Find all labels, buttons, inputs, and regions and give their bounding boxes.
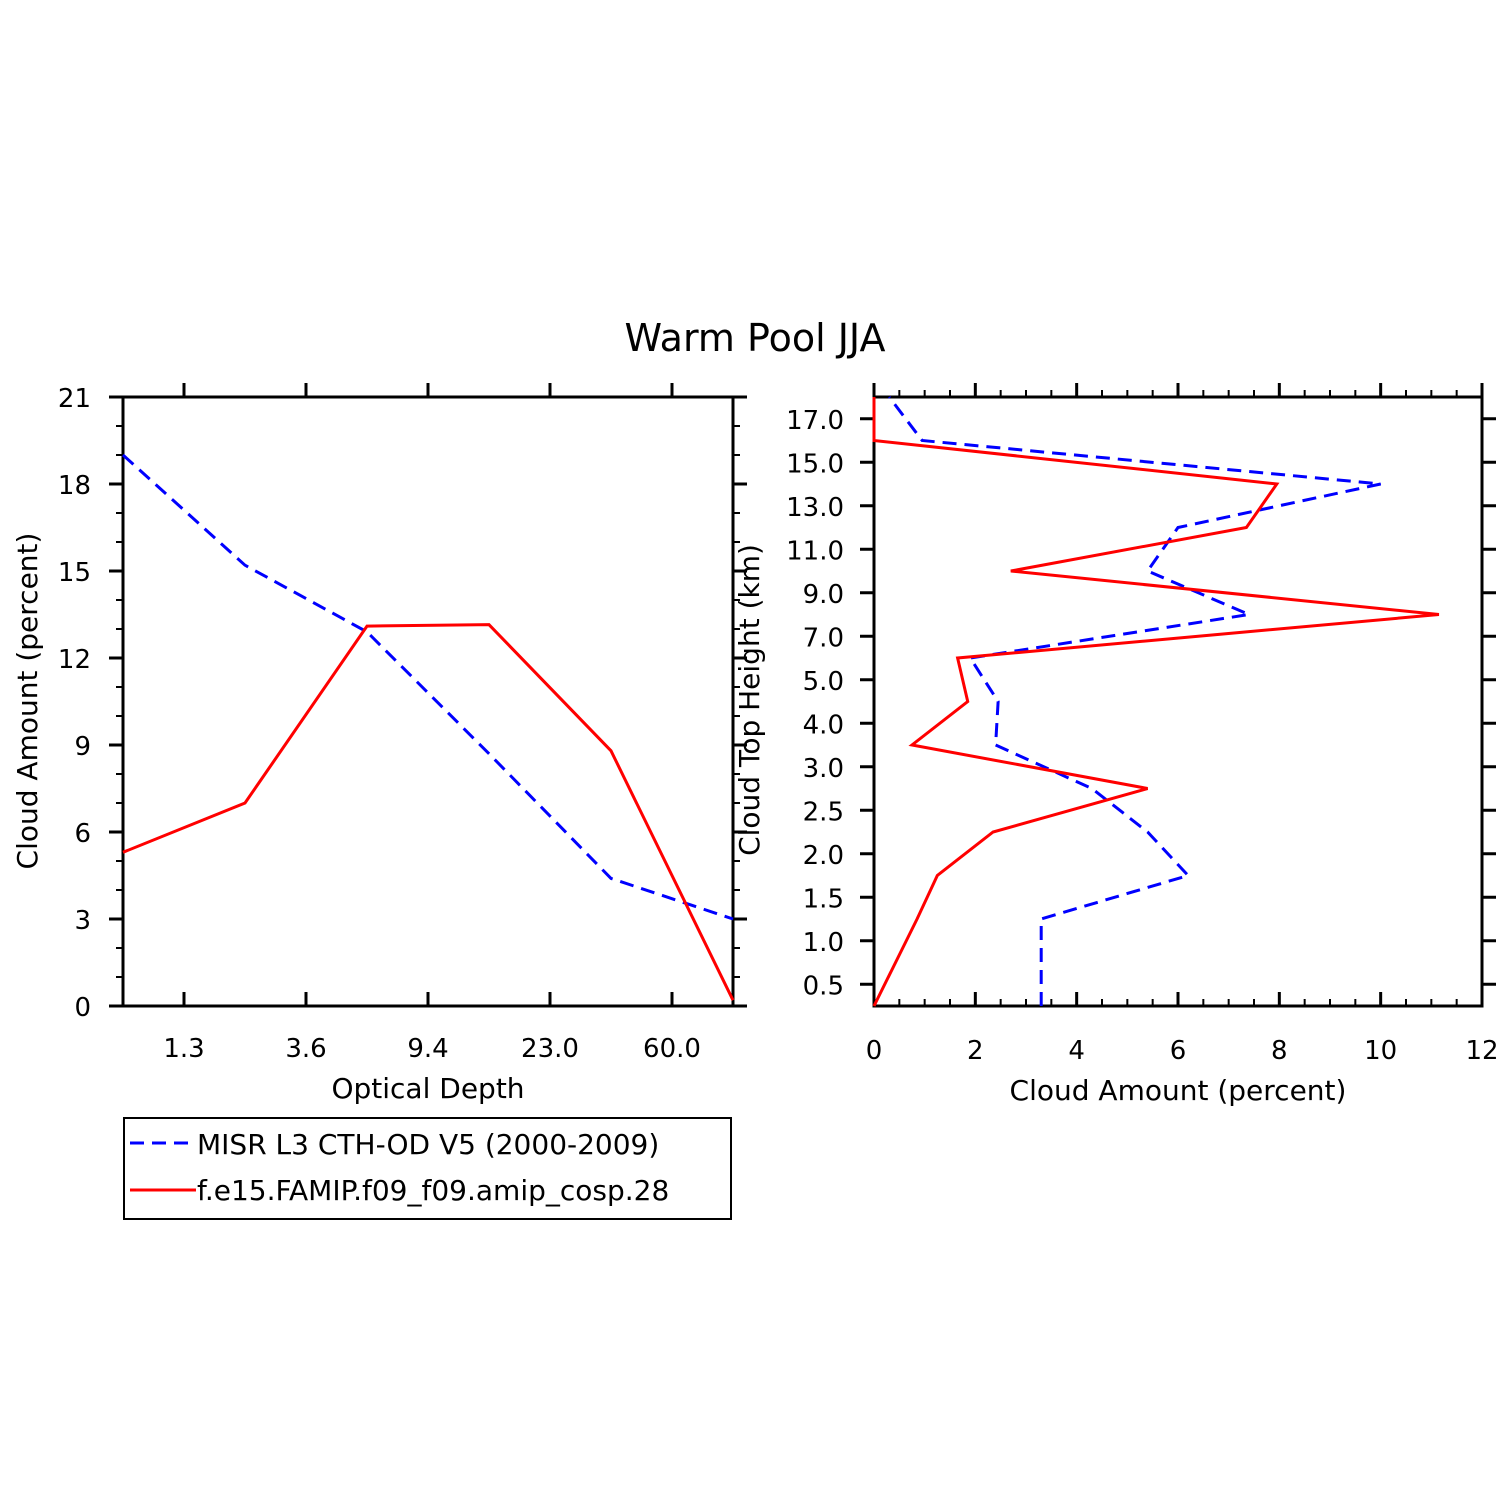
right-x-tick-label: 10 <box>1364 1036 1397 1066</box>
right-y-tick-label: 17.0 <box>786 406 844 436</box>
right-plot-frame <box>872 395 1484 1008</box>
legend-label-obs: MISR L3 CTH-OD V5 (2000-2009) <box>197 1128 659 1161</box>
right-series <box>872 396 1440 1007</box>
left-y-tick-label: 9 <box>74 732 91 762</box>
left-y-tick-label: 3 <box>74 906 91 936</box>
right-y-tick-label: 1.5 <box>803 884 844 914</box>
left-ticks <box>109 383 747 1008</box>
right-y-tick-label: 1.0 <box>803 928 844 958</box>
left-x-tick-label: 1.3 <box>163 1034 204 1064</box>
right-series-line-obs <box>888 396 1381 1006</box>
legend: MISR L3 CTH-OD V5 (2000-2009) f.e15.FAMI… <box>123 1117 732 1220</box>
left-plot-frame <box>121 395 735 1008</box>
left-y-axis-title: Cloud Amount (percent) <box>11 533 44 870</box>
right-y-tick-label: 13.0 <box>786 493 844 523</box>
right-series-line-model <box>872 397 1440 1007</box>
legend-box <box>123 1117 732 1220</box>
right-panel: 0 2 4 6 8 10 12 0.5 1.0 1.5 2.0 2.5 3.0 4.0 5.0 7.0 9.0 1… <box>733 383 1499 1107</box>
right-y-tick-label: 9.0 <box>803 580 844 610</box>
right-ticks <box>860 383 1496 1006</box>
left-x-tick-label: 9.4 <box>407 1034 448 1064</box>
left-y-tick-label: 12 <box>58 645 91 675</box>
right-y-tick-label: 2.5 <box>803 797 844 827</box>
right-x-tick-label: 6 <box>1170 1036 1187 1066</box>
left-panel: 1.3 3.6 9.4 23.0 60.0 0 3 6 9 12 15 18 21 Optical De… <box>11 383 747 1105</box>
right-x-tick-label: 4 <box>1068 1036 1085 1066</box>
right-y-tick-label: 11.0 <box>786 536 844 566</box>
left-tick-labels: 1.3 3.6 9.4 23.0 60.0 0 3 6 9 12 15 18 21 <box>58 384 701 1064</box>
right-x-tick-label: 2 <box>967 1036 984 1066</box>
right-y-tick-label: 4.0 <box>803 710 844 740</box>
right-y-tick-label: 0.5 <box>803 971 844 1001</box>
left-series <box>121 453 735 1001</box>
right-x-tick-label: 8 <box>1271 1036 1288 1066</box>
right-x-axis-title: Cloud Amount (percent) <box>1010 1074 1347 1107</box>
right-y-tick-label: 2.0 <box>803 841 844 871</box>
right-x-tick-label: 12 <box>1465 1036 1498 1066</box>
right-y-axis-title: Cloud Top Height (km) <box>733 544 766 856</box>
left-y-tick-label: 0 <box>74 993 91 1023</box>
right-y-tick-label: 7.0 <box>803 623 844 653</box>
right-y-tick-label: 3.0 <box>803 754 844 784</box>
left-y-tick-label: 21 <box>58 384 91 414</box>
right-y-tick-label: 5.0 <box>803 667 844 697</box>
right-tick-labels: 0 2 4 6 8 10 12 0.5 1.0 1.5 2.0 2.5 3.0 4.0 5.0 7.0 9.0 1… <box>786 406 1498 1066</box>
right-y-tick-label: 15.0 <box>786 449 844 479</box>
left-y-tick-label: 6 <box>74 819 91 849</box>
left-x-tick-label: 60.0 <box>643 1034 701 1064</box>
left-x-tick-label: 3.6 <box>285 1034 326 1064</box>
left-y-tick-label: 15 <box>58 558 91 588</box>
left-series-line-model <box>122 623 735 1001</box>
left-x-axis-title: Optical Depth <box>331 1072 524 1105</box>
figure-title: Warm Pool JJA <box>625 316 886 360</box>
left-y-tick-label: 18 <box>58 471 91 501</box>
legend-label-model: f.e15.FAMIP.f09_f09.amip_cosp.28 <box>197 1174 669 1207</box>
right-x-tick-label: 0 <box>866 1036 883 1066</box>
left-x-tick-label: 23.0 <box>521 1034 579 1064</box>
left-series-line-obs <box>121 453 734 921</box>
